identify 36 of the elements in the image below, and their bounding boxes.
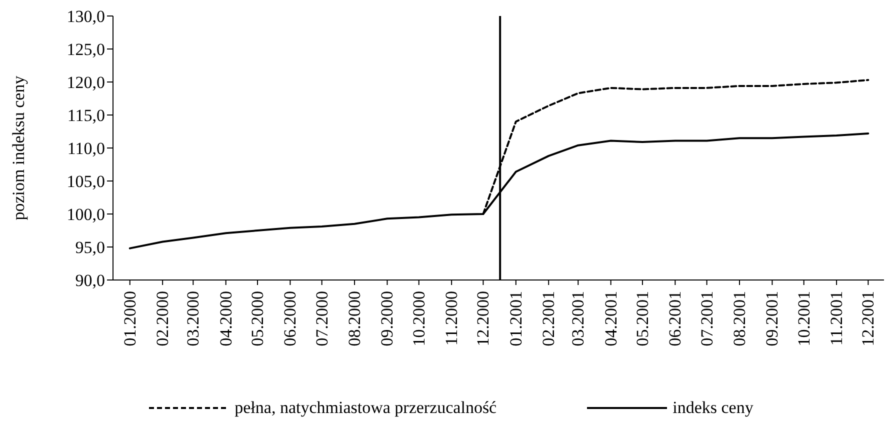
x-tick-label: 04.2000	[216, 291, 236, 346]
y-tick-label: 90,0	[75, 271, 105, 290]
x-tick-label: 12.2000	[474, 291, 493, 346]
x-tick-label: 08.2001	[730, 291, 750, 346]
x-tick-label: 06.2001	[666, 291, 685, 346]
x-tick-label: 01.2000	[120, 291, 140, 346]
x-tick-label: 05.2000	[248, 291, 267, 346]
x-tick-label: 10.2000	[409, 291, 428, 346]
y-tick-label: 110,0	[67, 139, 105, 158]
x-tick-label: 07.2001	[697, 291, 716, 346]
x-tick-label: 09.2001	[762, 291, 782, 346]
y-tick-label: 130,0	[66, 7, 105, 26]
x-tick-label: 03.2000	[184, 291, 203, 346]
legend-label: indeks ceny	[672, 398, 754, 418]
x-tick-label: 04.2001	[601, 291, 620, 346]
y-tick-label: 120,0	[66, 73, 105, 92]
legend-label: pełna, natychmiastowa przerzucalność	[234, 398, 497, 418]
x-tick-label: 11.2000	[442, 291, 462, 346]
x-tick-label: 02.2000	[153, 291, 172, 346]
x-tick-label: 12.2001	[858, 291, 878, 346]
x-tick-label: 09.2000	[378, 291, 397, 346]
x-tick-label: 08.2000	[345, 291, 364, 346]
x-tick-label: 10.2001	[794, 291, 814, 346]
y-tick-label: 115,0	[67, 106, 105, 126]
y-tick-label: 105,0	[66, 172, 105, 192]
x-tick-label: 06.2000	[280, 291, 300, 346]
y-tick-label: 125,0	[66, 40, 105, 60]
y-tick-label: 95,0	[75, 238, 105, 258]
x-tick-label: 02.2001	[539, 291, 558, 346]
y-tick-label: 100,0	[66, 205, 105, 224]
x-tick-label: 01.2001	[506, 291, 526, 346]
y-axis-title: poziom indeksu ceny	[9, 75, 28, 220]
x-tick-label: 03.2001	[568, 291, 588, 346]
x-tick-label: 05.2001	[632, 291, 652, 346]
x-tick-label: 11.2001	[827, 291, 846, 346]
x-tick-label: 07.2000	[312, 291, 332, 346]
